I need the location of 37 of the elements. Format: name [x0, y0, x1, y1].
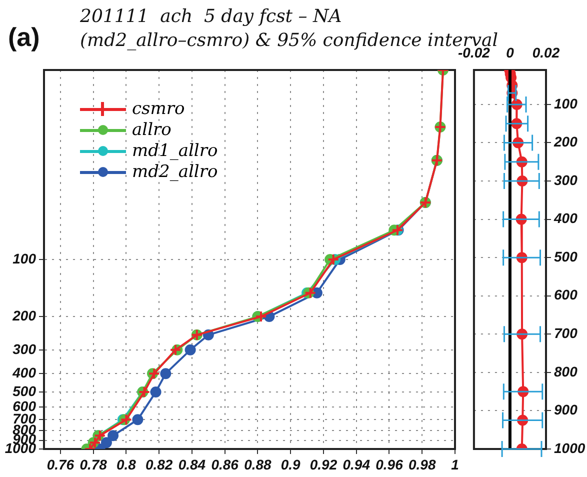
x-tick-label: 0.86	[211, 456, 239, 472]
y-tick-label: 200	[12, 307, 36, 324]
y-tick-label: 800	[554, 363, 578, 380]
y-tick-label: 300	[554, 172, 578, 188]
y-tick-label: 200	[553, 134, 578, 150]
x-tick-label: 0.96	[376, 456, 404, 472]
x-tick-label: 0.76	[46, 456, 74, 472]
legend-label: csmro	[132, 98, 185, 118]
x-tick-label: 0.78	[80, 456, 108, 472]
x-tick-label: 0.02	[532, 44, 560, 60]
x-tick-label: 0.88	[244, 456, 272, 472]
chart-title: 201111 ach 5 day fcst – NA	[80, 6, 342, 27]
y-tick-label: 600	[12, 398, 36, 414]
text: (a)	[8, 22, 40, 53]
x-tick-label: 0	[506, 44, 514, 60]
y-tick-label: 1000	[554, 440, 586, 456]
x-tick-label: 0.84	[178, 456, 206, 472]
y-tick-label: 400	[553, 210, 578, 226]
x-tick-label: 1	[451, 456, 460, 472]
y-tick-label: 600	[554, 286, 578, 303]
y-tick-label: 300	[12, 340, 36, 357]
x-tick-label: 0.8	[116, 456, 136, 472]
y-tick-label: 100	[12, 250, 36, 266]
y-tick-label: 100	[554, 95, 578, 112]
legend-label: md1_allro	[132, 140, 218, 160]
x-tick-label: 0.92	[310, 456, 338, 472]
y-tick-label: 500	[554, 248, 578, 264]
y-tick-label: 400	[12, 364, 36, 380]
x-tick-label: 0.9	[280, 456, 301, 472]
y-tick-label: 900	[554, 402, 578, 418]
x-tick-label: 0.94	[342, 456, 370, 472]
legend-label: allro	[132, 120, 172, 140]
x-tick-label: 0.98	[408, 456, 436, 472]
y-tick-label: 700	[554, 325, 578, 342]
legend-label: md2_allro	[132, 162, 218, 182]
y-tick-label: 500	[12, 382, 36, 399]
x-tick-label: 0.82	[145, 456, 173, 472]
